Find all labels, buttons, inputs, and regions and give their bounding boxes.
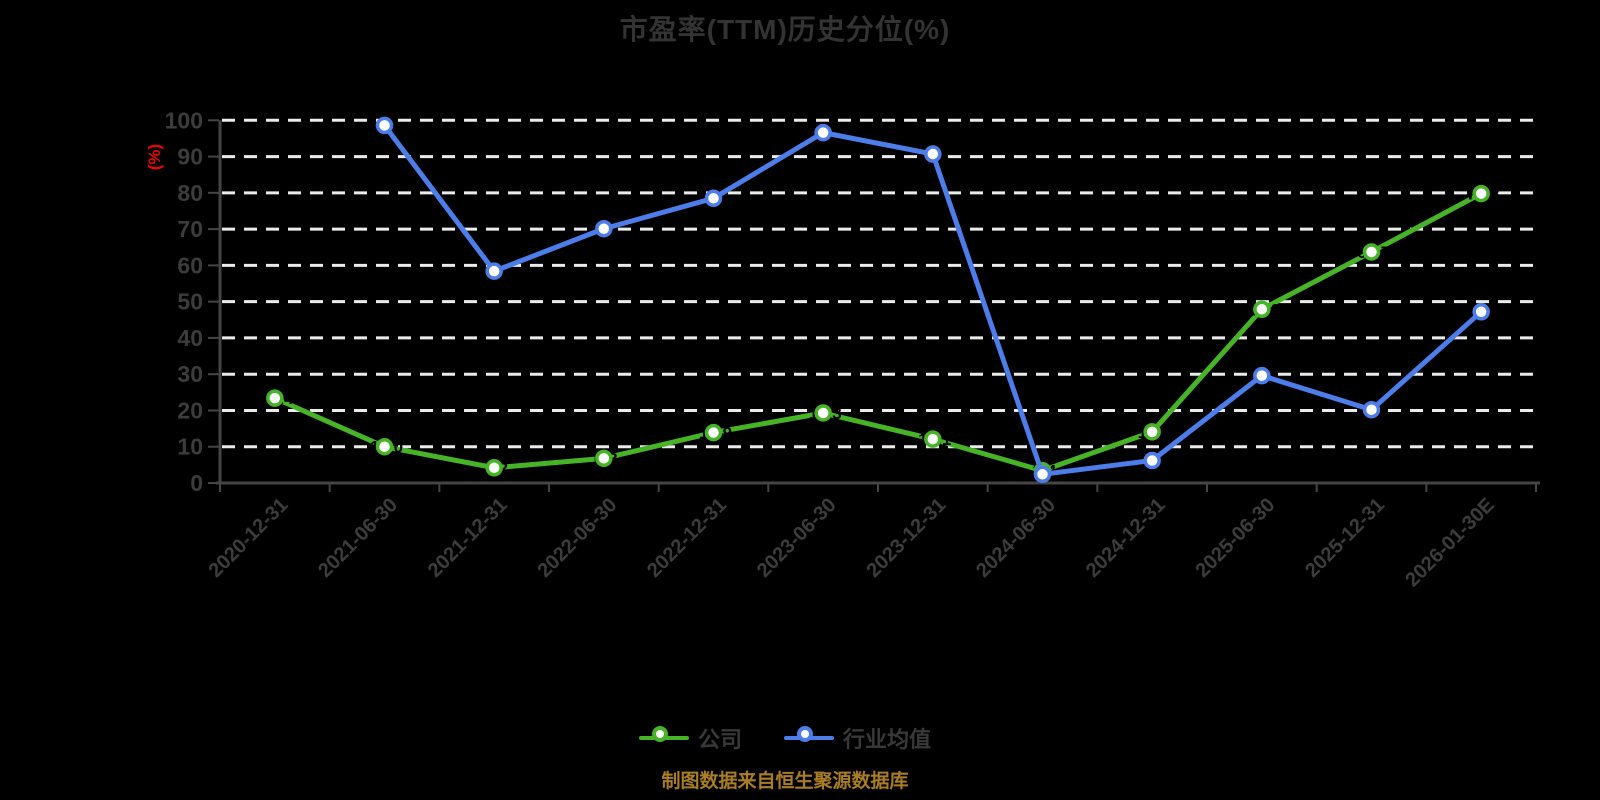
y-axis-tick-label: 100 <box>165 107 203 133</box>
data-point-公司[interactable] <box>375 437 394 456</box>
y-axis-tick-label: 0 <box>190 470 203 496</box>
x-axis-tick-label: 2025-12-31 <box>1301 494 1389 582</box>
x-axis-tick-label: 2022-12-31 <box>643 494 731 582</box>
data-point-公司[interactable] <box>924 430 942 448</box>
x-axis-tick-label: 2022-06-30 <box>533 494 621 582</box>
data-point-公司[interactable] <box>1253 300 1271 319</box>
y-axis-tick-label: 50 <box>177 289 203 315</box>
data-point-公司[interactable] <box>704 423 723 442</box>
y-axis-tick-label: 20 <box>177 397 203 423</box>
y-axis-tick-label: 90 <box>177 144 203 170</box>
legend-label-industry: 行业均值 <box>843 727 932 752</box>
data-point-公司[interactable] <box>1143 423 1161 441</box>
data-point-公司[interactable] <box>595 449 613 468</box>
legend: 公司 行业均值 <box>0 718 1570 758</box>
company-series-marker-icon <box>638 723 689 753</box>
data-point-行业均值[interactable] <box>1362 400 1381 419</box>
data-point-公司[interactable] <box>814 404 832 422</box>
x-axis-tick-label: 2026-01-30E <box>1401 494 1498 591</box>
industry-series-marker-icon <box>784 723 834 753</box>
y-axis-tick-label: 30 <box>177 361 203 387</box>
x-axis-tick-label: 2020-12-31 <box>204 494 292 582</box>
data-point-行业均值[interactable] <box>1472 303 1490 321</box>
data-point-行业均值[interactable] <box>485 262 503 280</box>
y-axis-tick-label: 70 <box>177 216 203 242</box>
series-line-公司 <box>272 191 1484 474</box>
legend-item-company[interactable]: 公司 <box>638 722 742 754</box>
data-point-行业均值[interactable] <box>814 123 832 142</box>
data-point-行业均值[interactable] <box>1143 451 1161 470</box>
series-line-行业均值 <box>382 122 1484 477</box>
data-point-行业均值[interactable] <box>375 116 394 135</box>
y-axis-tick-label: 10 <box>177 434 203 460</box>
data-point-公司[interactable] <box>1362 243 1381 261</box>
chart-title: 市盈率(TTM)历史分位(%) <box>619 14 951 45</box>
y-axis-tick-label: 80 <box>177 180 203 206</box>
data-point-公司[interactable] <box>485 459 503 477</box>
x-axis-tick-label: 2024-12-31 <box>1082 494 1170 582</box>
x-axis-tick-label: 2023-12-31 <box>862 494 950 582</box>
data-point-行业均值[interactable] <box>595 219 613 238</box>
data-point-行业均值[interactable] <box>924 145 942 163</box>
legend-item-industry[interactable]: 行业均值 <box>784 722 931 754</box>
x-axis-tick-label: 2023-06-30 <box>753 494 841 582</box>
x-axis-tick-label: 2021-06-30 <box>314 494 402 582</box>
data-point-公司[interactable] <box>266 389 284 407</box>
x-axis-tick-label: 2025-06-30 <box>1191 494 1279 582</box>
data-point-公司[interactable] <box>1472 184 1490 203</box>
data-source-note: 制图数据来自恒生聚源数据库 <box>661 771 909 792</box>
data-point-行业均值[interactable] <box>704 189 723 208</box>
y-axis-tick-label: 60 <box>177 252 203 278</box>
data-point-行业均值[interactable] <box>1253 366 1271 385</box>
x-axis-tick-label: 2021-12-31 <box>424 494 512 582</box>
y-axis-tick-label: 40 <box>177 325 203 351</box>
legend-label-company: 公司 <box>697 727 742 752</box>
data-point-行业均值[interactable] <box>1033 465 1052 484</box>
x-axis-tick-label: 2024-06-30 <box>972 494 1060 582</box>
